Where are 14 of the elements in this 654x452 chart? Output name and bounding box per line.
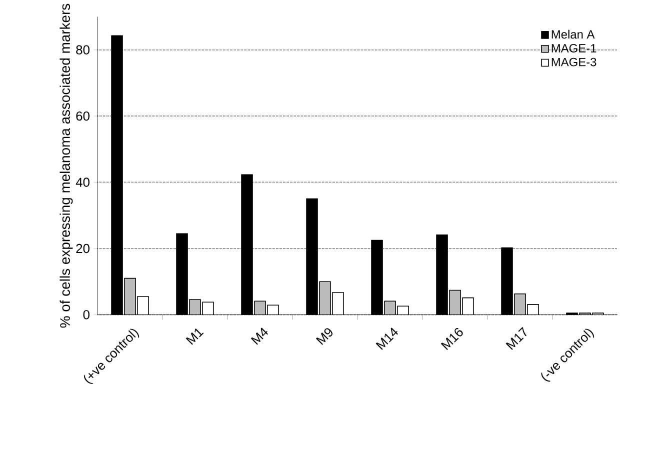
y-tick-label: 40 <box>76 178 90 187</box>
y-tick-label: 0 <box>83 310 90 320</box>
y-tick-label: 80 <box>76 45 90 55</box>
y-axis-title: % of cells expressing melanoma associated markers <box>60 4 73 328</box>
y-tick-label: 20 <box>76 244 90 254</box>
x-tick-label: M1 <box>186 328 204 345</box>
legend-label: MAGE-1 <box>552 44 596 53</box>
legend-label: Melan A <box>552 30 595 39</box>
y-tick-label: 60 <box>76 112 90 121</box>
x-tick-label: M16 <box>440 328 463 350</box>
x-tick-label: M9 <box>316 328 332 346</box>
bar <box>124 278 136 315</box>
x-tick-label: M4 <box>250 328 268 345</box>
legend-label: MAGE-3 <box>552 58 596 66</box>
